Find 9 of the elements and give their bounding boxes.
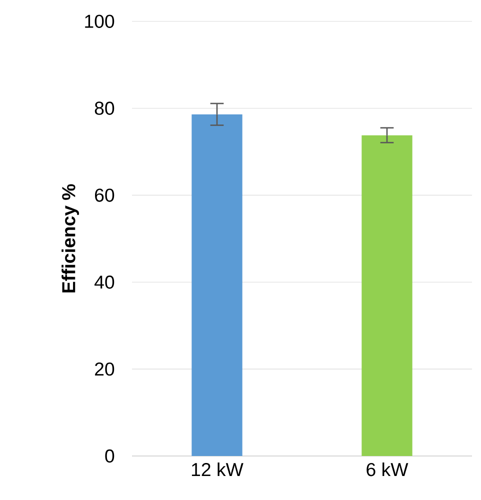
y-tick-label: 0 (105, 449, 114, 463)
y-tick-label: 20 (95, 362, 114, 376)
y-tick-label: 40 (94, 276, 114, 289)
y-tick-label: 80 (94, 102, 114, 115)
x-tick-label: 12 kW (192, 462, 244, 476)
y-tick-label: 60 (95, 188, 114, 202)
y-tick-label: 100 (85, 14, 114, 28)
y-axis-title: Efficiency % (62, 184, 79, 292)
x-tick-label: 6 kW (366, 462, 408, 476)
